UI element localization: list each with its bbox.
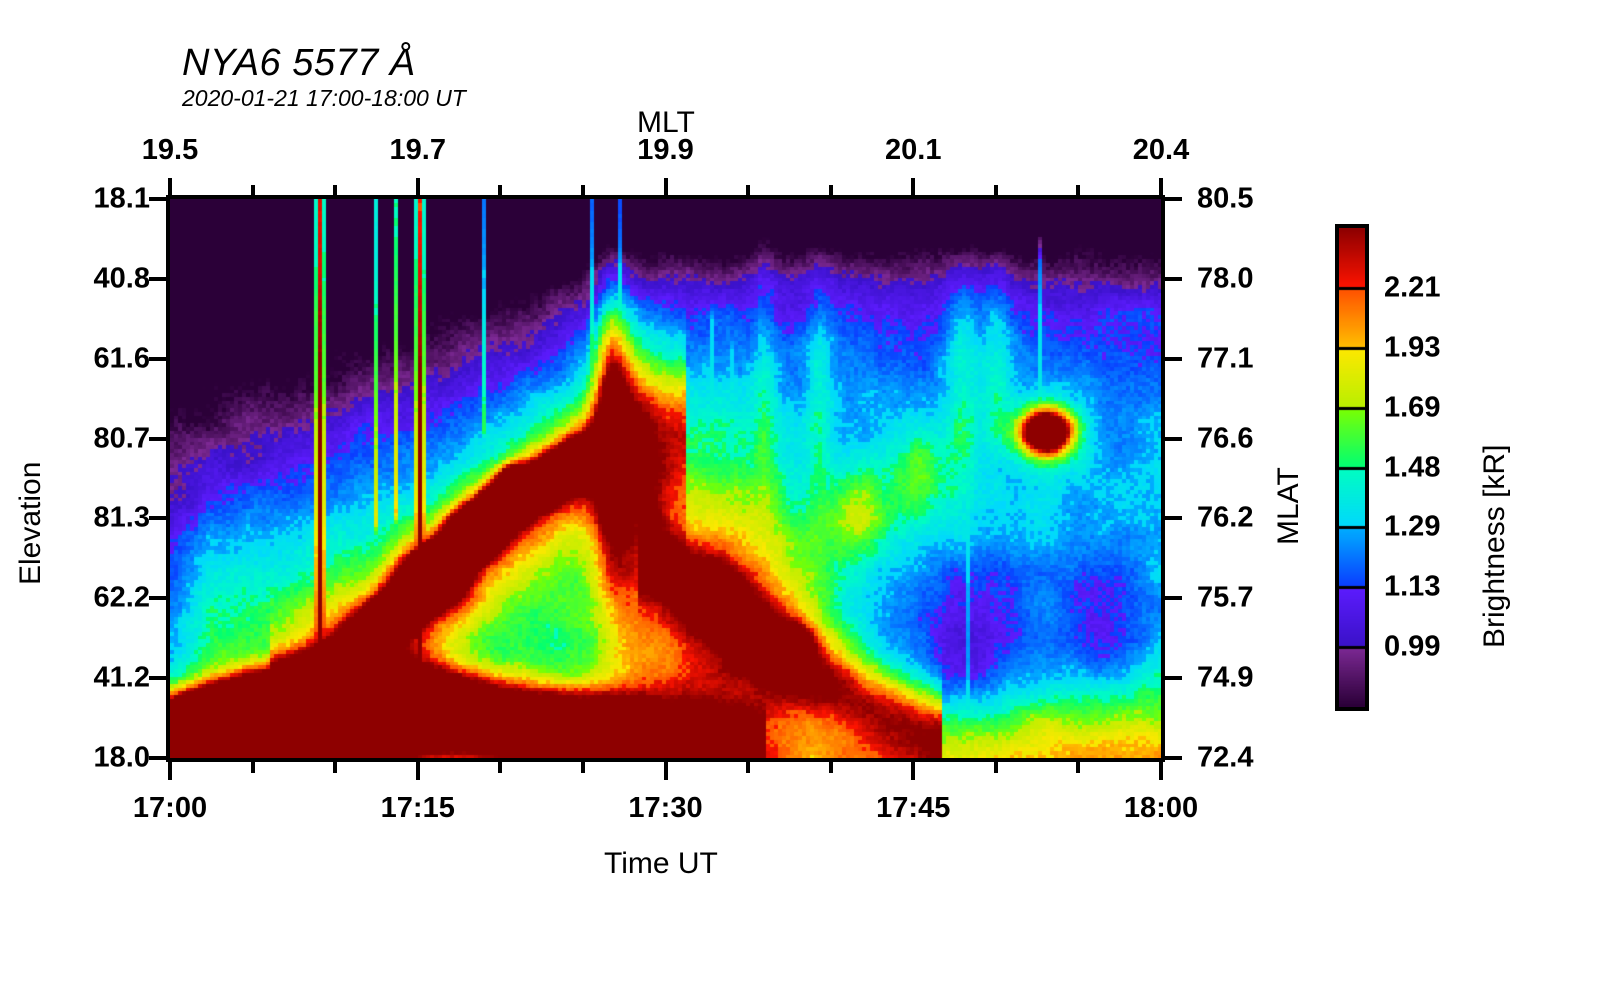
keogram-image	[170, 199, 1161, 758]
colorbar-tick-label: 1.29	[1384, 510, 1441, 543]
time-major-tick	[168, 762, 172, 780]
time-major-tick	[415, 762, 420, 780]
elevation-tick-label: 81.3	[93, 501, 150, 534]
time-minor-tick	[580, 762, 585, 773]
mlat-tick-label: 80.5	[1197, 182, 1254, 215]
time-minor-tick	[498, 762, 503, 773]
elevation-major-tick	[149, 197, 166, 201]
mlat-major-tick	[1165, 436, 1182, 441]
elevation-major-tick	[149, 596, 166, 601]
elevation-major-tick	[149, 356, 166, 361]
mlat-major-tick	[1165, 676, 1182, 681]
mlt-minor-tick	[580, 185, 585, 195]
colorbar-title: Brightness [kR]	[1478, 444, 1511, 648]
time-tick-label: 18:00	[1123, 792, 1199, 824]
time-tick-label: 17:30	[628, 792, 703, 824]
mlat-tick-label: 78.0	[1197, 262, 1254, 295]
mlt-major-tick	[168, 178, 172, 195]
elevation-tick-label: 40.8	[93, 262, 150, 295]
mlat-major-tick	[1165, 596, 1182, 601]
mlt-axis-title: MLT	[637, 106, 695, 139]
mlat-tick-label: 76.6	[1197, 422, 1254, 455]
time-tick-label: 17:45	[876, 792, 951, 824]
colorbar-tick-label: 1.69	[1384, 391, 1441, 424]
mlt-minor-tick	[498, 185, 503, 195]
time-tick-label: 17:15	[380, 792, 455, 824]
time-major-tick	[663, 762, 668, 780]
elevation-major-tick	[149, 676, 166, 681]
mlt-tick-label: 20.1	[885, 134, 942, 166]
mlt-minor-tick	[333, 185, 338, 195]
mlat-tick-label: 72.4	[1197, 741, 1254, 774]
elevation-major-tick	[149, 436, 166, 441]
elevation-tick-label: 62.2	[93, 581, 150, 614]
colorbar	[1335, 224, 1369, 711]
mlt-major-tick	[1159, 178, 1163, 195]
colorbar-tick-label: 0.99	[1384, 630, 1441, 663]
mlt-minor-tick	[993, 185, 998, 195]
mlt-minor-tick	[250, 185, 255, 195]
time-tick-label: 17:00	[132, 792, 208, 824]
mlat-tick-label: 74.9	[1197, 661, 1254, 694]
colorbar-tick-label: 1.13	[1384, 570, 1441, 603]
elevation-axis-title: Elevation	[14, 461, 47, 585]
elevation-major-tick	[149, 276, 166, 281]
page-title: NYA6 5577 Å	[182, 42, 416, 84]
mlt-major-tick	[911, 178, 916, 195]
time-minor-tick	[828, 762, 833, 773]
mlt-tick-label: 19.7	[389, 134, 446, 166]
mlt-minor-tick	[746, 185, 751, 195]
page-subtitle: 2020-01-21 17:00-18:00 UT	[182, 85, 466, 111]
time-major-tick	[911, 762, 916, 780]
colorbar-tick-label: 1.48	[1384, 451, 1441, 483]
mlt-minor-tick	[1076, 185, 1081, 195]
mlat-major-tick	[1165, 356, 1182, 361]
title-block: NYA6 5577 Å 2020-01-21 17:00-18:00 UT	[182, 44, 466, 110]
elevation-major-tick	[149, 756, 166, 760]
mlat-major-tick	[1165, 516, 1182, 521]
time-minor-tick	[746, 762, 751, 773]
mlat-tick-label: 76.2	[1197, 501, 1254, 534]
colorbar-tick-label: 1.93	[1384, 331, 1441, 364]
elevation-tick-label: 18.1	[93, 182, 150, 215]
colorbar-tick-label: 2.21	[1384, 271, 1441, 304]
mlat-major-tick	[1165, 276, 1182, 281]
time-major-tick	[1159, 762, 1163, 780]
time-minor-tick	[993, 762, 998, 773]
elevation-tick-label: 41.2	[93, 661, 150, 694]
colorbar-gradient	[1339, 228, 1365, 707]
mlt-minor-tick	[828, 185, 833, 195]
elevation-major-tick	[149, 516, 166, 521]
elevation-tick-label: 18.0	[93, 741, 150, 774]
mlat-tick-label: 77.1	[1197, 342, 1254, 375]
mlat-major-tick	[1165, 197, 1182, 201]
mlt-tick-label: 19.5	[141, 134, 199, 166]
mlt-major-tick	[663, 178, 668, 195]
mlat-axis-title: MLAT	[1272, 467, 1305, 545]
time-axis-title: Time UT	[604, 847, 718, 880]
time-minor-tick	[333, 762, 338, 773]
mlt-tick-label: 20.4	[1132, 134, 1190, 166]
time-minor-tick	[1076, 762, 1081, 773]
mlt-tick-label: 19.9	[637, 134, 694, 166]
elevation-tick-label: 80.7	[93, 422, 150, 455]
elevation-tick-label: 61.6	[93, 342, 150, 375]
mlat-major-tick	[1165, 756, 1182, 760]
time-minor-tick	[250, 762, 255, 773]
mlt-major-tick	[415, 178, 420, 195]
keogram-plot-area[interactable]	[166, 195, 1165, 762]
mlat-tick-label: 75.7	[1197, 581, 1254, 614]
